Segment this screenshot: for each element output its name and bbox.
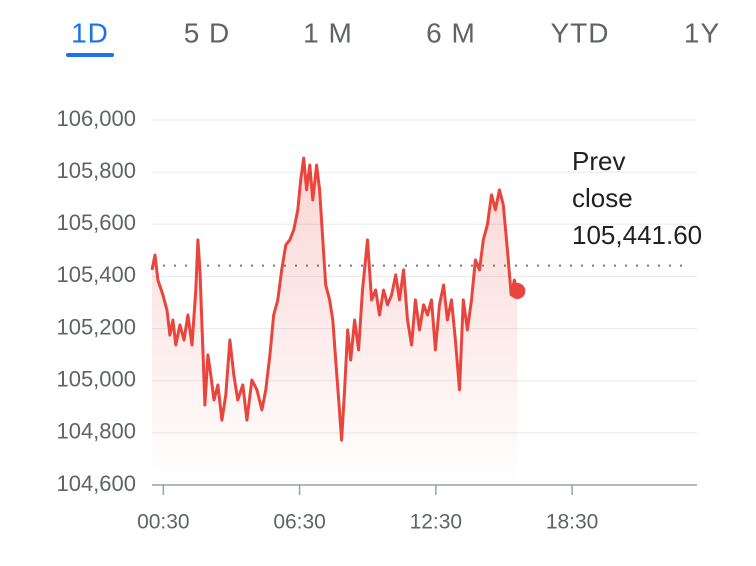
time-range-tab[interactable]: 6 M [426, 17, 476, 48]
x-tick-label: 18:30 [546, 511, 599, 534]
y-tick-label: 105,600 [56, 210, 136, 235]
x-tick-label: 06:30 [273, 511, 326, 534]
last-price-dot [509, 283, 526, 300]
time-range-tab[interactable]: 5 D [184, 17, 231, 48]
time-range-tab[interactable]: 1 M [303, 17, 353, 48]
y-tick-label: 106,000 [56, 106, 136, 131]
prev-close-label: close [572, 183, 633, 213]
y-tick-label: 105,200 [56, 314, 136, 339]
prev-close-label: Prev [572, 146, 625, 176]
x-tick-label: 12:30 [410, 511, 463, 534]
x-tick-label: 00:30 [137, 511, 190, 534]
price-area [152, 158, 518, 485]
y-tick-label: 104,800 [56, 419, 136, 444]
time-range-tab[interactable]: 1D [71, 17, 109, 48]
y-tick-label: 104,600 [56, 471, 136, 496]
y-tick-label: 105,400 [56, 262, 136, 287]
time-range-tab[interactable]: YTD [551, 17, 610, 48]
time-range-tab[interactable]: 1Y [684, 17, 720, 48]
active-tab-underline [66, 53, 114, 57]
prev-close-label: 105,441.60 [572, 220, 702, 250]
price-line [150, 156, 519, 442]
y-tick-label: 105,800 [56, 158, 136, 183]
y-tick-label: 105,000 [56, 367, 136, 392]
